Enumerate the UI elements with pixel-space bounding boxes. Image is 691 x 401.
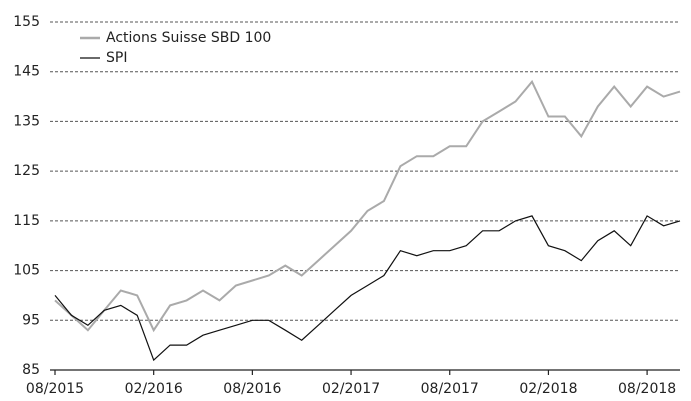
- x-tick-label: 08/2018: [618, 381, 676, 397]
- series-line: [54, 79, 681, 333]
- y-tick-label: 125: [13, 163, 40, 179]
- y-tick-label: 135: [13, 113, 40, 129]
- x-tick-label: 08/2015: [26, 381, 84, 397]
- series-line: [54, 215, 681, 362]
- legend-label: SPI: [106, 50, 127, 66]
- y-tick-label: 155: [13, 14, 40, 30]
- x-tick-label: 08/2016: [223, 381, 281, 397]
- y-tick-label: 115: [13, 213, 40, 229]
- x-tick-label: 02/2018: [519, 381, 577, 397]
- y-tick-label: 85: [22, 362, 40, 378]
- y-tick-label: 145: [13, 64, 40, 80]
- x-tick-label: 02/2017: [322, 381, 380, 397]
- x-tick-label: 08/2017: [421, 381, 479, 397]
- legend-label: Actions Suisse SBD 100: [106, 30, 271, 46]
- y-tick-label: 105: [13, 263, 40, 279]
- y-tick-label: 95: [22, 312, 40, 328]
- x-tick-label: 02/2016: [125, 381, 183, 397]
